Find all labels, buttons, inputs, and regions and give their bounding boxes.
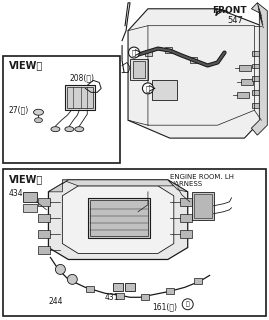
Bar (252, 90, 260, 95)
Ellipse shape (51, 127, 60, 132)
Bar (38, 230, 50, 237)
Circle shape (143, 83, 153, 94)
Bar (86, 286, 94, 292)
Bar (252, 63, 260, 68)
Bar (3, 169, 266, 316)
Ellipse shape (75, 127, 84, 132)
Bar (65, 85, 95, 110)
Bar (38, 245, 50, 253)
Bar (90, 200, 148, 236)
Bar (252, 103, 260, 108)
Bar (113, 283, 123, 291)
Bar (38, 214, 50, 222)
Bar (180, 214, 192, 222)
Circle shape (182, 299, 193, 310)
Text: 434: 434 (9, 189, 23, 198)
Bar (67, 87, 93, 108)
Bar (38, 198, 50, 206)
Polygon shape (48, 180, 68, 192)
Text: 27(Ⓐ): 27(Ⓐ) (9, 106, 29, 115)
Circle shape (55, 264, 65, 275)
Text: Ⓐ: Ⓐ (132, 49, 136, 56)
Polygon shape (128, 9, 261, 138)
Bar (88, 198, 150, 237)
Text: Ⓑ: Ⓑ (146, 85, 150, 92)
Bar (252, 76, 260, 81)
Bar (180, 198, 192, 206)
Ellipse shape (65, 127, 74, 132)
Bar (192, 192, 214, 220)
Text: 547: 547 (228, 16, 243, 25)
Bar (116, 293, 124, 299)
Bar (180, 230, 192, 237)
Circle shape (129, 47, 139, 58)
Text: VIEWⒷ: VIEWⒷ (9, 174, 43, 184)
Text: FRONT: FRONT (213, 6, 247, 15)
Polygon shape (62, 180, 174, 186)
Bar (190, 57, 197, 62)
Bar (194, 278, 202, 284)
Text: VIEWⒶ: VIEWⒶ (9, 60, 43, 70)
Text: SRS
HARNESS: SRS HARNESS (128, 192, 161, 205)
Text: ENGINE ROOM. LH
HARNESS: ENGINE ROOM. LH HARNESS (170, 174, 234, 188)
Bar (165, 47, 172, 52)
Text: 244: 244 (48, 297, 63, 306)
Bar (130, 59, 148, 80)
Polygon shape (62, 186, 174, 253)
Bar (239, 66, 252, 71)
Circle shape (67, 275, 77, 284)
Polygon shape (168, 180, 188, 192)
Bar (242, 79, 253, 85)
Bar (3, 56, 120, 163)
Bar (194, 194, 212, 218)
Text: 161(Ⓑ): 161(Ⓑ) (152, 302, 177, 311)
Polygon shape (48, 180, 188, 260)
Bar (252, 51, 260, 56)
Ellipse shape (34, 109, 44, 115)
Bar (23, 204, 37, 212)
Bar (133, 60, 145, 78)
Bar (125, 283, 135, 291)
Bar (23, 192, 37, 202)
Text: Ⓑ: Ⓑ (186, 301, 190, 307)
Bar (145, 50, 152, 56)
Text: 431: 431 (105, 293, 119, 302)
Bar (152, 80, 177, 100)
Ellipse shape (34, 118, 43, 123)
Bar (166, 288, 174, 294)
Text: 208(Ⓔ): 208(Ⓔ) (69, 73, 94, 83)
Bar (141, 294, 149, 300)
Polygon shape (252, 3, 267, 135)
Bar (238, 92, 249, 98)
